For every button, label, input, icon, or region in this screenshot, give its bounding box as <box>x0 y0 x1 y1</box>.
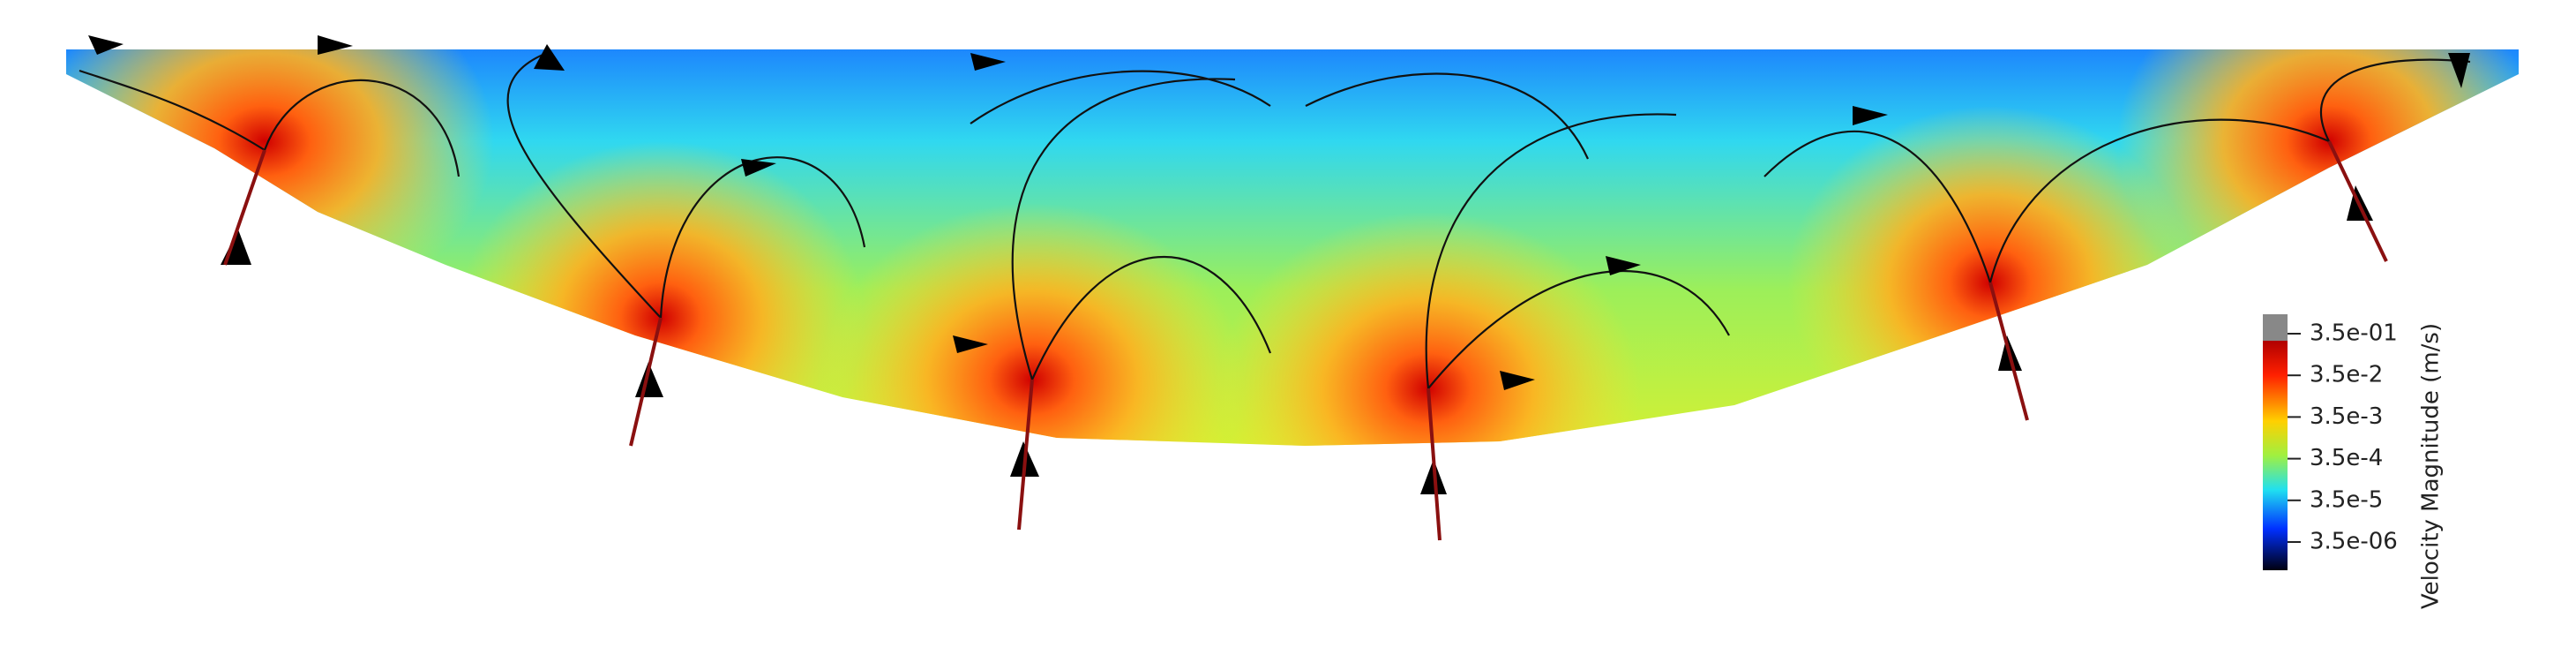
colorbar-label: 3.5e-3 <box>2310 403 2383 430</box>
colorbar-above <box>2263 314 2288 341</box>
inlet-pipes <box>223 140 2388 541</box>
colorbar-label: 3.5e-5 <box>2310 486 2383 513</box>
colorbar-scale <box>2263 341 2288 570</box>
colorbar-label: 3.5e-06 <box>2310 529 2398 555</box>
arrows <box>88 35 2470 494</box>
colorbar-title: Velocity Magnitude (m/s) <box>2418 323 2445 609</box>
colorbar-label: 3.5e-4 <box>2310 445 2383 471</box>
colorbar-label: 3.5e-2 <box>2310 362 2383 388</box>
flow-field <box>66 49 2519 446</box>
colorbar: 3.5e-01 3.5e-2 3.5e-3 3.5e-4 3.5e-5 3.5e-06 V… <box>2263 314 2445 609</box>
colorbar-label: 3.5e-01 <box>2310 320 2398 347</box>
streamlines <box>79 51 2471 389</box>
